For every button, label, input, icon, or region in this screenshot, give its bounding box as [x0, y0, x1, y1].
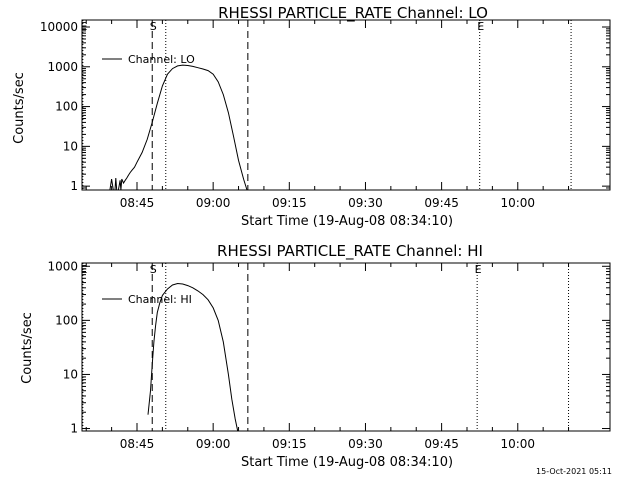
lo-x-axis-label: Start Time (19-Aug-08 08:34:10) — [241, 214, 453, 229]
lo-marker-label: S — [150, 20, 157, 33]
lo-x-tick-label: 10:00 — [500, 196, 535, 210]
lo-y-tick-label: 10 — [63, 139, 78, 153]
lo-marker-label: E — [477, 20, 484, 33]
lo-series-line — [109, 64, 248, 191]
lo-x-tick-label: 08:45 — [120, 196, 155, 210]
hi-y-tick-label: 10 — [63, 367, 78, 381]
hi-x-tick-label: 08:45 — [120, 437, 155, 451]
hi-y-tick-label: 1000 — [47, 259, 78, 273]
hi-legend-label: Channel: HI — [128, 293, 192, 306]
lo-y-axis-label: Counts/sec — [12, 72, 27, 144]
lo-marker-label: E — [80, 20, 87, 33]
hi-x-tick-label: 10:00 — [500, 437, 535, 451]
hi-channel-panel: RHESSI PARTICLE_RATE Channel: HI Counts/… — [20, 242, 611, 470]
lo-x-tick-label: 09:00 — [196, 196, 231, 210]
lo-x-tick-label: 09:15 — [272, 196, 307, 210]
hi-plot-frame — [81, 262, 611, 432]
lo-chart-title: RHESSI PARTICLE_RATE Channel: LO — [218, 4, 488, 23]
hi-x-tick-label: 09:15 — [272, 437, 307, 451]
hi-x-tick-label: 09:00 — [196, 437, 231, 451]
lo-y-tick-label: 1000 — [47, 60, 78, 74]
hi-x-tick-label: 09:30 — [348, 437, 383, 451]
hi-y-tick-label: 100 — [55, 313, 78, 327]
lo-y-tick-label: 100 — [55, 100, 78, 114]
lo-ticks: 08:45 09:00 09:15 09:30 09:45 10:00 1 10 100 1000… — [40, 20, 610, 210]
lo-y-tick-label: 1 — [70, 179, 78, 193]
hi-marker-label: E — [475, 263, 482, 276]
hi-x-tick-label: 09:45 — [424, 437, 459, 451]
hi-chart-title: RHESSI PARTICLE_RATE Channel: HI — [217, 242, 483, 261]
hi-series-line — [147, 282, 239, 432]
lo-x-tick-label: 09:45 — [424, 196, 459, 210]
lo-x-tick-label: 09:30 — [348, 196, 383, 210]
hi-marker-label: S — [150, 263, 157, 276]
hi-ticks: 08:45 09:00 09:15 09:30 09:45 10:00 1 10 100 1000 — [47, 259, 610, 451]
hi-y-axis-label: Counts/sec — [20, 312, 35, 384]
generation-timestamp: 15-Oct-2021 05:11 — [536, 467, 612, 476]
hi-legend: Channel: HI — [102, 293, 192, 306]
hi-y-tick-label: 1 — [70, 422, 78, 436]
lo-y-tick-label: 10000 — [40, 20, 78, 34]
lo-legend-label: Channel: LO — [128, 53, 195, 66]
lo-channel-panel: RHESSI PARTICLE_RATE Channel: LO Counts/… — [12, 4, 611, 229]
lo-plot-frame — [81, 19, 611, 191]
hi-x-axis-label: Start Time (19-Aug-08 08:34:10) — [241, 455, 453, 470]
hi-marker-label: E — [80, 263, 87, 276]
lo-legend: Channel: LO — [102, 53, 195, 66]
